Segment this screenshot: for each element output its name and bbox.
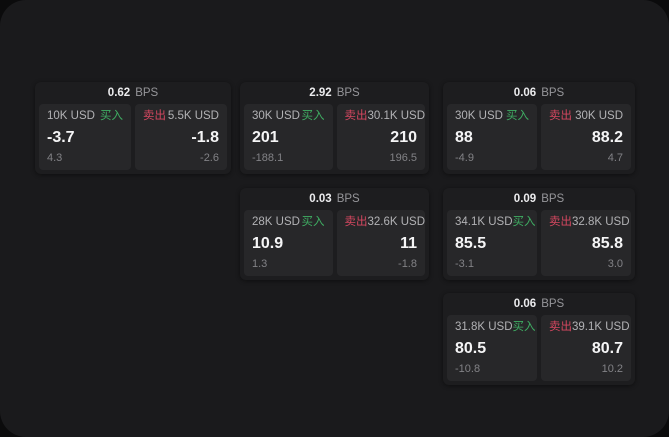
sell-delta: 10.2	[601, 363, 623, 375]
sell-price: 80.7	[591, 339, 623, 357]
bps-value: 0.62	[107, 87, 131, 99]
sell-price: 88.2	[591, 128, 623, 146]
bps-unit-label: BPS	[541, 87, 565, 99]
buy-amount: 28K USD	[252, 216, 300, 228]
sell-side-label: 卖出	[549, 321, 572, 333]
buy-amount: 30K USD	[252, 110, 300, 122]
sell-side-label: 卖出	[549, 216, 572, 228]
bps-unit-label: BPS	[541, 193, 565, 205]
card-header: 0.09 BPS	[443, 188, 635, 210]
buy-side-label: 买入	[512, 216, 536, 228]
quote-tiles: 30K USD 买入 201 -188.1 卖出 30.1K USD 210 1…	[240, 104, 429, 170]
sell-delta: 196.5	[389, 152, 417, 164]
buy-delta: -188.1	[252, 152, 284, 164]
buy-price: -3.7	[47, 128, 75, 146]
sell-amount: 5.5K USD	[167, 110, 219, 122]
buy-price: 85.5	[455, 234, 487, 252]
buy-price: 88	[455, 128, 473, 146]
sell-tile[interactable]: 卖出 32.8K USD 85.8 3.0	[541, 210, 631, 276]
quote-tiles: 31.8K USD 买入 80.5 -10.8 卖出 39.1K USD 80.…	[443, 315, 635, 381]
sell-amount: 30.1K USD	[367, 110, 426, 122]
quote-tiles: 30K USD 买入 88 -4.9 卖出 30K USD 88.2 4.7	[443, 104, 635, 170]
bps-value: 0.09	[513, 193, 537, 205]
buy-delta: 1.3	[252, 258, 268, 270]
sell-tile[interactable]: 卖出 30K USD 88.2 4.7	[541, 104, 631, 170]
sell-amount: 39.1K USD	[572, 321, 630, 333]
sell-amount: 32.8K USD	[572, 216, 630, 228]
quote-tiles: 28K USD 买入 10.9 1.3 卖出 32.6K USD 11 -1.8	[240, 210, 429, 276]
card-header: 0.06 BPS	[443, 82, 635, 104]
quote-card-1: 0.62 BPS 10K USD 买入 -3.7 4.3 卖出 5.5K USD…	[35, 82, 231, 174]
buy-amount: 30K USD	[455, 110, 503, 122]
quote-tiles: 34.1K USD 买入 85.5 -3.1 卖出 32.8K USD 85.8…	[443, 210, 635, 276]
bps-unit-label: BPS	[135, 87, 159, 99]
bps-value: 0.06	[513, 298, 537, 310]
buy-price: 201	[252, 128, 279, 146]
sell-price: 11	[400, 234, 417, 252]
bps-unit-label: BPS	[541, 298, 565, 310]
sell-delta: 4.7	[607, 152, 623, 164]
quote-card-3: 0.06 BPS 30K USD 买入 88 -4.9 卖出 30K USD 8…	[443, 82, 635, 174]
buy-side-label: 买入	[301, 110, 325, 122]
bps-value: 0.06	[513, 87, 537, 99]
sell-price: -1.8	[191, 128, 219, 146]
buy-price: 80.5	[455, 339, 487, 357]
card-header: 2.92 BPS	[240, 82, 429, 104]
bps-unit-label: BPS	[336, 87, 360, 99]
buy-side-label: 买入	[301, 216, 325, 228]
sell-tile[interactable]: 卖出 5.5K USD -1.8 -2.6	[135, 104, 227, 170]
sell-price: 210	[390, 128, 417, 146]
buy-side-label: 买入	[100, 110, 123, 122]
sell-price: 85.8	[591, 234, 623, 252]
buy-tile[interactable]: 31.8K USD 买入 80.5 -10.8	[447, 315, 537, 381]
sell-delta: 3.0	[607, 258, 623, 270]
buy-delta: -10.8	[455, 363, 481, 375]
buy-amount: 34.1K USD	[455, 216, 513, 228]
sell-side-label: 卖出	[549, 110, 572, 122]
buy-tile[interactable]: 30K USD 买入 201 -188.1	[244, 104, 333, 170]
sell-side-label: 卖出	[344, 216, 368, 228]
buy-tile[interactable]: 30K USD 买入 88 -4.9	[447, 104, 537, 170]
quote-card-2: 2.92 BPS 30K USD 买入 201 -188.1 卖出 30.1K …	[240, 82, 429, 174]
buy-tile[interactable]: 10K USD 买入 -3.7 4.3	[39, 104, 131, 170]
quote-card-6: 0.06 BPS 31.8K USD 买入 80.5 -10.8 卖出 39.1…	[443, 293, 635, 385]
buy-amount: 10K USD	[47, 110, 95, 122]
card-header: 0.62 BPS	[35, 82, 231, 104]
quote-card-4: 0.03 BPS 28K USD 买入 10.9 1.3 卖出 32.6K US…	[240, 188, 429, 280]
buy-delta: -4.9	[455, 152, 474, 164]
buy-delta: 4.3	[47, 152, 63, 164]
quote-card-5: 0.09 BPS 34.1K USD 买入 85.5 -3.1 卖出 32.8K…	[443, 188, 635, 280]
sell-amount: 32.6K USD	[367, 216, 426, 228]
sell-side-label: 卖出	[143, 110, 166, 122]
card-header: 0.03 BPS	[240, 188, 429, 210]
sell-tile[interactable]: 卖出 30.1K USD 210 196.5	[336, 104, 426, 170]
bps-value: 2.92	[309, 87, 332, 99]
buy-tile[interactable]: 28K USD 买入 10.9 1.3	[244, 210, 333, 276]
sell-delta: -1.8	[398, 258, 417, 270]
bps-unit-label: BPS	[336, 193, 360, 205]
bps-value: 0.03	[309, 193, 332, 205]
buy-side-label: 买入	[512, 321, 536, 333]
sell-amount: 30K USD	[575, 110, 623, 122]
buy-delta: -3.1	[455, 258, 474, 270]
buy-tile[interactable]: 34.1K USD 买入 85.5 -3.1	[447, 210, 537, 276]
sell-delta: -2.6	[200, 152, 219, 164]
sell-side-label: 卖出	[344, 110, 368, 122]
quote-tiles: 10K USD 买入 -3.7 4.3 卖出 5.5K USD -1.8 -2.…	[35, 104, 231, 170]
buy-side-label: 买入	[506, 110, 529, 122]
buy-price: 10.9	[252, 234, 284, 252]
card-header: 0.06 BPS	[443, 293, 635, 315]
sell-tile[interactable]: 卖出 32.6K USD 11 -1.8	[336, 210, 426, 276]
sell-tile[interactable]: 卖出 39.1K USD 80.7 10.2	[541, 315, 631, 381]
buy-amount: 31.8K USD	[455, 321, 513, 333]
